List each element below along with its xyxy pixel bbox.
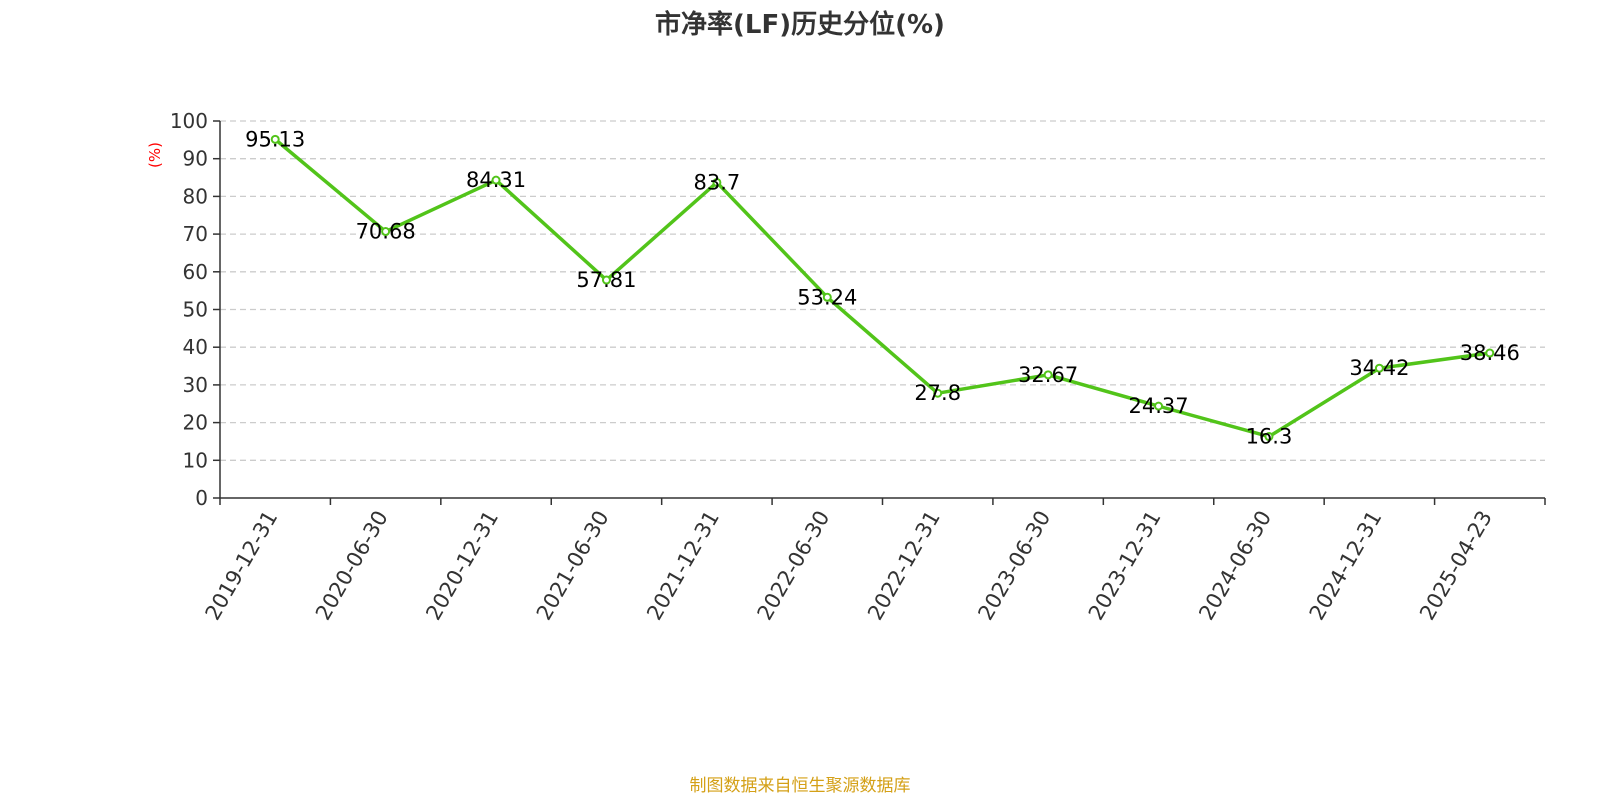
y-tick-label: 60	[183, 260, 208, 284]
x-tick-label: 2020-12-31	[421, 507, 503, 625]
data-label: 32.67	[1018, 363, 1078, 387]
y-tick-label: 70	[183, 222, 208, 246]
x-tick-label: 2024-06-30	[1194, 507, 1276, 625]
y-axis-label: (%)	[146, 142, 164, 168]
data-point	[1043, 370, 1053, 380]
data-point	[822, 292, 832, 302]
y-tick-label: 10	[183, 448, 208, 472]
data-labels: 95.13 70.68 84.31 57.81 83.7 53.24 27.8 32.67 24…	[245, 127, 1520, 448]
data-point	[1374, 363, 1384, 373]
data-label: 70.68	[356, 220, 416, 244]
x-tick-label: 2019-12-31	[201, 507, 283, 625]
series-line	[274, 138, 1491, 439]
x-tick-label: 2022-06-30	[753, 507, 835, 625]
data-label: 38.46	[1460, 341, 1520, 365]
data-point	[381, 227, 391, 237]
x-tick-label: 2021-12-31	[642, 507, 724, 625]
data-point	[712, 177, 722, 187]
y-tick-label: 50	[183, 298, 208, 322]
x-tick-label: 2021-06-30	[532, 507, 614, 625]
data-label: 34.42	[1349, 356, 1409, 380]
data-point	[1264, 432, 1274, 442]
x-tick-label: 2023-06-30	[973, 507, 1055, 625]
x-tick-label: 2020-06-30	[311, 507, 393, 625]
x-tick-label: 2023-12-31	[1084, 507, 1166, 625]
data-label: 83.7	[693, 170, 740, 194]
y-tick-label: 30	[183, 373, 208, 397]
data-label: 84.31	[466, 168, 526, 192]
y-tick-label: 100	[170, 109, 208, 133]
y-tick-label: 80	[183, 184, 208, 208]
y-tick-label: 20	[183, 411, 208, 435]
data-label: 57.81	[576, 268, 636, 292]
x-tick-label: 2022-12-31	[863, 507, 945, 625]
data-point	[491, 175, 501, 185]
data-point	[1154, 401, 1164, 411]
y-tick-label: 40	[183, 335, 208, 359]
data-point	[601, 275, 611, 285]
y-tick-label: 90	[183, 147, 208, 171]
data-label: 53.24	[797, 285, 857, 309]
y-tick-label: 0	[195, 486, 208, 510]
data-label: 95.13	[245, 127, 305, 151]
data-label: 24.37	[1128, 394, 1188, 418]
x-tick-label: 2025-04-23	[1415, 507, 1497, 625]
source-note: 制图数据来自恒生聚源数据库	[690, 776, 911, 796]
data-point	[1485, 348, 1495, 358]
data-label: 27.8	[914, 381, 961, 405]
series-layer	[270, 134, 1495, 442]
grid	[220, 120, 1545, 461]
data-label: 16.3	[1246, 425, 1293, 449]
data-point	[933, 388, 943, 398]
x-tick-label: 2024-12-31	[1305, 507, 1387, 625]
axes: 0 10 20 30 40 50 60 70 80 90 100 2019-12-31 2020-06-…	[170, 109, 1546, 625]
chart-title: 市净率(LF)历史分位(%)	[655, 9, 945, 40]
data-point	[270, 134, 280, 144]
